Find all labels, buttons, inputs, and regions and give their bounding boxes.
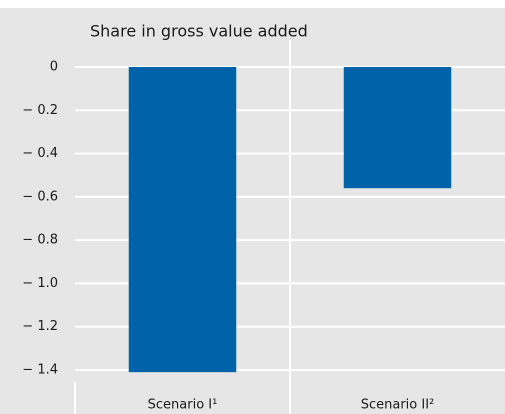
y-tick-label: − 1.0 <box>22 276 58 291</box>
y-tick-label: − 1.2 <box>22 319 58 334</box>
chart-title: Share in gross value added <box>90 22 308 41</box>
y-tick-label: − 1.4 <box>22 363 58 378</box>
y-tick-label: − 0.4 <box>22 146 58 161</box>
x-tick-label: Scenario I¹ <box>148 398 218 413</box>
y-tick-label: − 0.6 <box>22 189 58 204</box>
bar <box>128 67 237 373</box>
y-tick-label: − 0.8 <box>22 233 58 248</box>
x-tick-label: Scenario II² <box>361 398 435 413</box>
bar <box>343 67 452 189</box>
y-tick-label: − 0.2 <box>22 103 58 118</box>
y-tick-label: 0 <box>50 60 58 75</box>
